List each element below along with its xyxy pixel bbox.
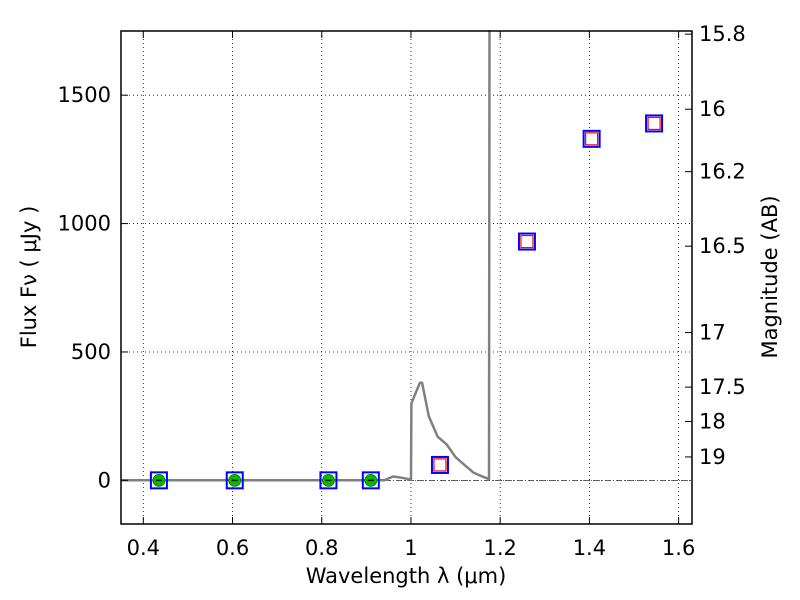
grid	[121, 31, 692, 524]
mag-tick-label: 18	[699, 410, 726, 434]
x-axis-label: Wavelength λ (μm)	[306, 564, 507, 588]
model-square-marker	[433, 458, 447, 472]
mag-tick-label: 19	[699, 445, 726, 469]
model-square-marker	[585, 132, 599, 146]
ticks: 0.4 0.6 0.8 1 1.2 1.4 1.6 0 500 1000 1500 15.8 16 16.…	[58, 22, 746, 560]
spectrum-line	[121, 29, 491, 482]
y-axis-label: Flux Fν ( μJy )	[17, 206, 41, 349]
mag-tick-label: 17	[699, 321, 726, 345]
model-square-marker	[520, 234, 534, 249]
mag-tick-label: 16.2	[699, 160, 746, 184]
observed-square-marker	[645, 114, 664, 133]
mag-tick-label: 15.8	[699, 22, 746, 46]
y-tick-label: 1500	[58, 83, 111, 107]
x-tick-label: 1	[404, 536, 417, 560]
mag-tick-label: 16.5	[699, 234, 746, 258]
x-tick-label: 1.6	[662, 536, 695, 560]
observed-square-marker	[319, 471, 338, 490]
mag-tick-label: 17.5	[699, 375, 746, 399]
y-tick-label: 0	[98, 468, 111, 492]
observed-square-marker	[517, 232, 536, 251]
mag-tick-label: 16	[699, 97, 726, 121]
y2-axis-label: Magnitude (AB)	[758, 195, 782, 358]
observed-square-marker	[225, 471, 244, 490]
x-tick-label: 0.8	[305, 536, 338, 560]
observed-square-marker	[361, 471, 380, 490]
y-tick-label: 500	[71, 340, 111, 364]
x-tick-label: 0.4	[127, 536, 160, 560]
y-tick-label: 1000	[58, 212, 111, 236]
x-tick-label: 1.4	[573, 536, 606, 560]
plot-frame	[120, 30, 693, 525]
x-tick-label: 0.6	[216, 536, 249, 560]
observed-square-marker	[582, 129, 601, 148]
observed-square-marker	[430, 455, 449, 474]
x-tick-label: 1.2	[483, 536, 516, 560]
observed-square-marker	[149, 471, 168, 490]
model-square-marker	[647, 116, 661, 131]
plot-area	[121, 29, 664, 490]
